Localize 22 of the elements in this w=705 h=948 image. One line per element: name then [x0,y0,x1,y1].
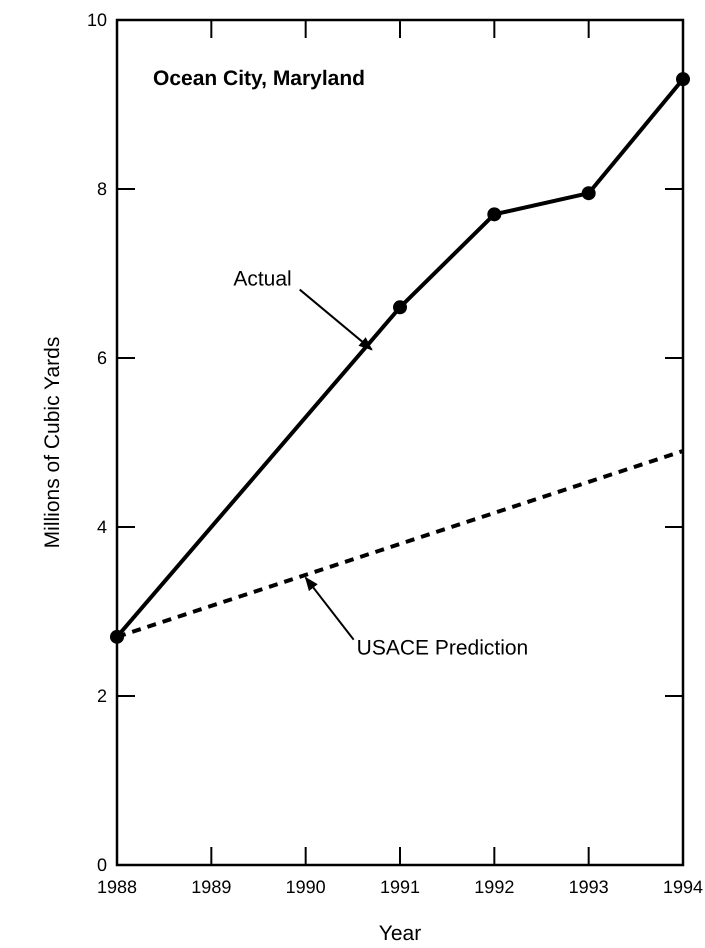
annotation: USACE Prediction [356,636,528,660]
y-tick-label: 4 [96,517,107,537]
y-tick-label: 8 [96,179,107,199]
y-tick-label: 10 [86,10,107,30]
text: Ocean City, Maryland [153,67,366,90]
annotation: Actual [233,268,292,291]
x-tick-label: 1994 [662,877,704,897]
point [393,300,407,314]
x-tick-label: 1989 [191,877,232,897]
x-tick-label: 1991 [380,877,420,897]
x-tick-label: 1992 [474,877,514,897]
point [676,72,690,86]
y-tick-label: 2 [96,686,107,706]
x-tick-label: 1990 [286,877,326,897]
y-tick-label: 0 [96,855,107,875]
point [487,207,502,222]
x-axis-title: Year [378,922,422,945]
point [582,186,596,200]
y-tick-label: 6 [96,348,107,368]
x-tick-label: 1993 [568,877,609,897]
y-axis-title: Millions of Cubic Yards [41,336,64,548]
x-tick-label: 1988 [96,877,138,897]
